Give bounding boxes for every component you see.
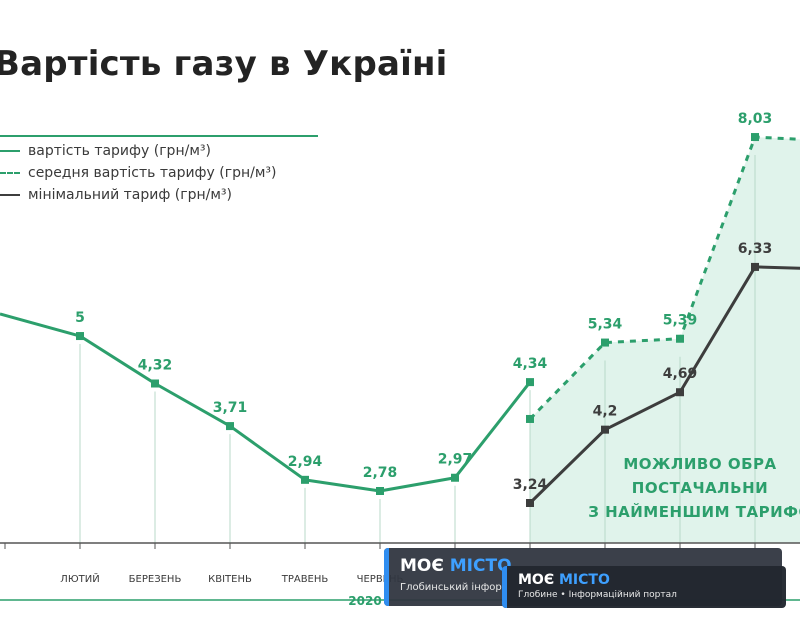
data-label: 4,2 <box>593 404 618 420</box>
data-label: 4,32 <box>138 358 173 374</box>
annotation-text: МОЖЛИВО ОБРА ПОСТАЧАЛЬНИ З НАЙМЕНШИМ ТАР… <box>560 452 800 524</box>
annotation-line: З НАЙМЕНШИМ ТАРИФО <box>588 503 800 521</box>
tariff-series-point <box>526 378 534 387</box>
average-series-point <box>751 133 759 142</box>
average-series-point <box>676 334 684 343</box>
average-series-point <box>526 414 534 423</box>
legend-swatch-solid-green <box>0 150 20 152</box>
data-label: 5,34 <box>588 317 623 333</box>
legend-swatch-solid-dark <box>0 194 20 196</box>
watermark-overlay-front: МОЄ МІСТО Глобине • Інформаційний портал <box>502 566 786 608</box>
data-label: 2,94 <box>288 454 323 470</box>
watermark-accent-bar <box>502 566 507 608</box>
x-tick-label: КВІТЕНЬ <box>208 574 252 585</box>
chart-title: Вартість газу в Україні <box>0 44 448 84</box>
minimum-series-point <box>676 388 684 397</box>
data-label: 4,34 <box>513 356 548 372</box>
tariff-series-point <box>151 379 159 388</box>
x-tick-label: ЛЮТИЙ <box>60 572 99 585</box>
legend-label: вартість тарифу (грн/м³) <box>28 143 211 159</box>
data-label: 5,39 <box>663 313 698 329</box>
tariff-series-line <box>0 312 532 493</box>
data-label: 3,24 <box>513 477 548 493</box>
minimum-series-point <box>601 425 609 434</box>
shaded-range-area <box>530 137 800 543</box>
legend-divider <box>0 135 318 137</box>
legend-item-tariff: вартість тарифу (грн/м³) <box>0 143 211 159</box>
watermark-subtitle: Глобине • Інформаційний портал <box>518 590 677 600</box>
tariff-series-point <box>76 332 84 341</box>
watermark-brand: МОЄ МІСТО <box>400 556 512 576</box>
minimum-series-point <box>751 262 759 271</box>
x-tick-label: ЧЕРВЕНЬ <box>357 574 404 585</box>
annotation-line: ПОСТАЧАЛЬНИ <box>631 479 769 497</box>
legend-label: середня вартість тарифу (грн/м³) <box>28 165 277 181</box>
watermark-accent-bar <box>384 548 389 606</box>
tariff-series-point <box>376 487 384 495</box>
tariff-series-point <box>226 422 234 431</box>
data-label: 3,71 <box>213 400 248 416</box>
data-label: 2,97 <box>438 452 473 468</box>
data-label: 5 <box>75 310 85 326</box>
data-label: 6,33 <box>738 241 773 257</box>
tariff-series-point <box>451 473 459 482</box>
watermark-subtitle: Глобинський інфор <box>400 582 502 593</box>
tariff-series-point <box>301 475 309 484</box>
legend-item-average: середня вартість тарифу (грн/м³) <box>0 165 276 181</box>
legend-label: мінімальний тариф (грн/м³) <box>28 187 232 203</box>
data-label: 4,69 <box>663 366 698 382</box>
year-label: 2020 <box>348 594 381 608</box>
minimum-series-point <box>526 499 534 507</box>
legend-item-minimum: мінімальний тариф (грн/м³) <box>0 187 232 203</box>
data-label: 8,03 <box>738 111 773 127</box>
annotation-line: МОЖЛИВО ОБРА <box>623 455 777 473</box>
watermark-brand: МОЄ МІСТО <box>518 572 610 588</box>
legend-swatch-dashed-green <box>0 172 20 174</box>
x-tick-label: БЕРЕЗЕНЬ <box>129 574 182 585</box>
data-label: 2,78 <box>363 465 398 481</box>
x-tick-label: ТРАВЕНЬ <box>281 574 329 585</box>
average-series-point <box>601 338 609 347</box>
